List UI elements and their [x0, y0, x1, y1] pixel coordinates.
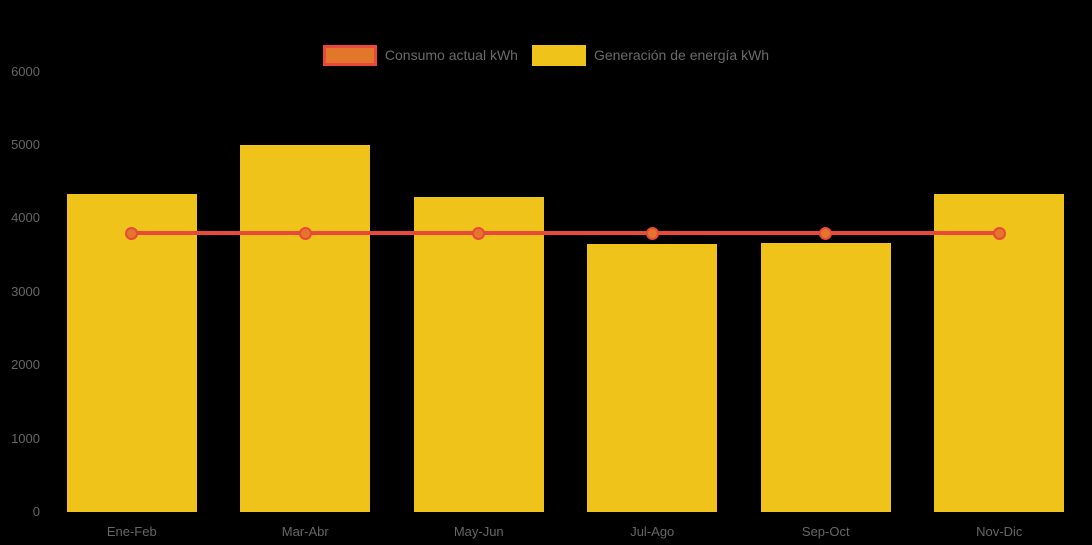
data-point-marker[interactable]: [472, 226, 486, 240]
h-gridline: [45, 71, 1086, 73]
v-gridline: [391, 71, 393, 512]
bar[interactable]: [413, 197, 544, 512]
bar[interactable]: [760, 242, 891, 512]
y-axis-tick-label: 3000: [11, 283, 40, 299]
data-point-marker[interactable]: [992, 226, 1006, 240]
h-gridline: [45, 144, 1086, 146]
y-axis-tick-label: 0: [32, 504, 40, 519]
y-axis-tick-label: 6000: [11, 63, 40, 79]
bar[interactable]: [66, 194, 197, 512]
h-gridline: [45, 364, 1086, 366]
x-axis-tick-label: May-Jun: [453, 524, 504, 539]
v-gridline: [738, 71, 740, 512]
data-point-marker[interactable]: [298, 226, 312, 240]
chart-legend: Consumo actual kWh Generación de energía…: [0, 44, 1092, 66]
h-gridline: [45, 438, 1086, 440]
y-axis-tick-label: 5000: [11, 137, 40, 152]
v-gridline: [565, 71, 566, 512]
line-segment: [305, 231, 479, 236]
x-axis-tick-label: Nov-Dic: [976, 524, 1023, 539]
y-axis-tick-label: 2000: [11, 357, 40, 373]
v-gridline: [1085, 71, 1087, 512]
line-segment: [131, 231, 306, 236]
line-segment: [825, 231, 1000, 236]
bar[interactable]: [587, 244, 718, 512]
h-gridline: [45, 217, 1086, 219]
y-axis-tick-label: 1000: [11, 430, 40, 446]
y-axis-tick-label: 4000: [11, 210, 40, 226]
legend-item-consumo[interactable]: Consumo actual kWh: [322, 44, 518, 66]
line-segment: [652, 231, 826, 236]
legend-label-consumo: Consumo actual kWh: [384, 47, 518, 63]
line-series-swatch-icon: [322, 44, 377, 66]
data-point-marker[interactable]: [125, 226, 139, 240]
bar[interactable]: [240, 145, 371, 512]
v-gridline: [912, 71, 913, 512]
h-gridline: [45, 511, 1086, 513]
v-gridline: [218, 71, 219, 512]
data-point-marker[interactable]: [645, 226, 659, 240]
data-point-marker[interactable]: [819, 226, 833, 240]
bar-series-swatch-icon: [531, 44, 586, 66]
legend-item-generacion[interactable]: Generación de energía kWh: [531, 44, 770, 66]
x-axis-tick-label: Jul-Ago: [630, 524, 675, 539]
x-axis-tick-label: Mar-Abr: [281, 524, 329, 539]
x-axis-tick-label: Sep-Oct: [801, 524, 850, 539]
v-gridline: [44, 71, 46, 512]
line-segment: [478, 231, 653, 236]
h-gridline: [45, 291, 1086, 293]
bar[interactable]: [934, 194, 1065, 512]
x-axis-tick-label: Ene-Feb: [106, 524, 157, 539]
legend-label-generacion: Generación de energía kWh: [593, 47, 770, 63]
